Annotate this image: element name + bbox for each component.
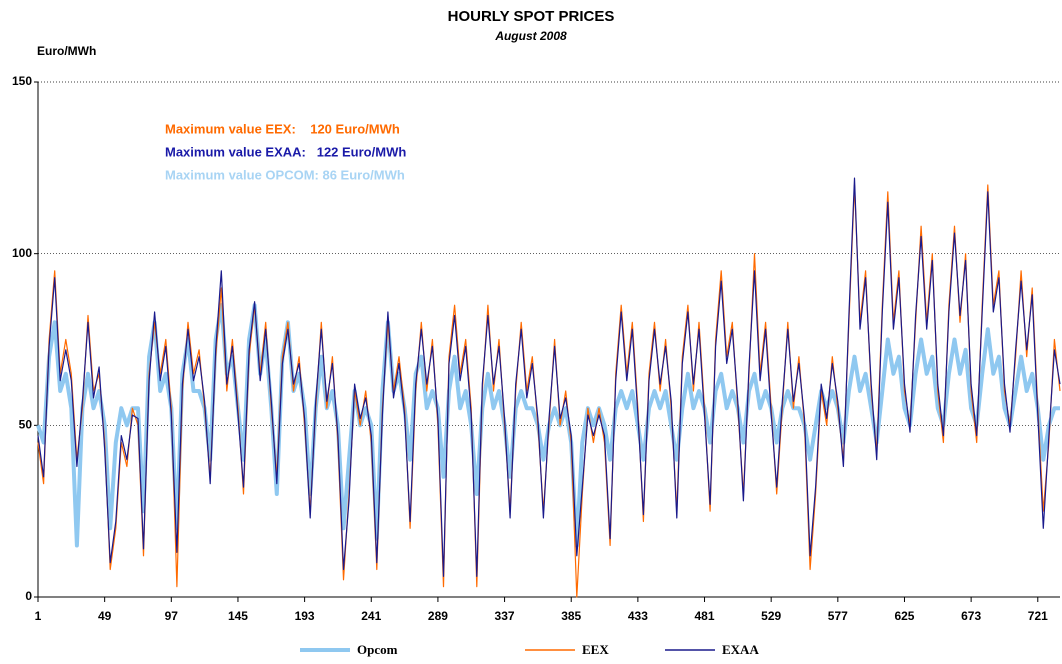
y-tick-label: 100: [12, 246, 32, 260]
x-tick-label: 337: [495, 609, 515, 623]
x-tick-label: 577: [828, 609, 848, 623]
y-axis-label: Euro/MWh: [37, 44, 96, 58]
x-tick-label: 625: [894, 609, 914, 623]
x-tick-label: 145: [228, 609, 248, 623]
x-tick-label: 721: [1028, 609, 1048, 623]
legend-label: Opcom: [357, 642, 398, 657]
annotation: Maximum value OPCOM: 86 Euro/MWh: [165, 167, 405, 182]
x-tick-label: 241: [361, 609, 381, 623]
x-tick-label: 1: [35, 609, 42, 623]
y-tick-label: 50: [19, 418, 33, 432]
x-tick-label: 385: [561, 609, 581, 623]
chart-title: HOURLY SPOT PRICES: [448, 8, 615, 25]
x-tick-label: 289: [428, 609, 448, 623]
y-tick-label: 0: [25, 589, 32, 603]
x-tick-label: 49: [98, 609, 112, 623]
x-tick-label: 673: [961, 609, 981, 623]
legend-label: EEX: [582, 642, 609, 657]
series-line: [37, 184, 1061, 598]
x-tick-label: 193: [295, 609, 315, 623]
x-tick-label: 97: [165, 609, 179, 623]
y-tick-label: 150: [12, 74, 32, 88]
annotation: Maximum value EXAA: 122 Euro/MWh: [165, 144, 406, 159]
annotation: Maximum value EEX: 120 Euro/MWh: [165, 121, 400, 136]
legend-label: EXAA: [722, 642, 759, 657]
series-line: [37, 177, 1061, 577]
x-tick-label: 481: [695, 609, 715, 623]
x-tick-label: 529: [761, 609, 781, 623]
chart-subtitle: August 2008: [494, 29, 567, 43]
x-tick-label: 433: [628, 609, 648, 623]
